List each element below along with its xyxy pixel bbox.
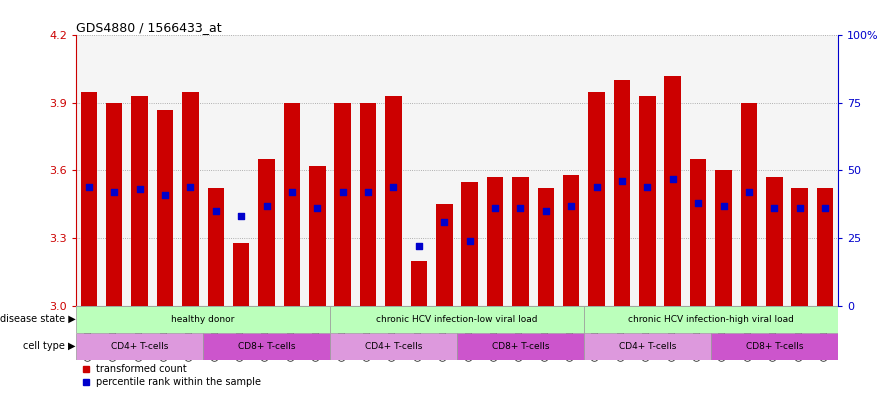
Point <box>133 186 147 193</box>
Bar <box>360 103 376 306</box>
Text: cell type ▶: cell type ▶ <box>22 341 75 351</box>
Text: GDS4880 / 1566433_at: GDS4880 / 1566433_at <box>76 21 222 34</box>
Text: CD8+ T-cells: CD8+ T-cells <box>237 342 296 351</box>
Point <box>234 213 248 220</box>
Point <box>209 208 223 214</box>
Bar <box>106 103 123 306</box>
Bar <box>81 92 97 306</box>
Point <box>691 200 705 206</box>
Legend: transformed count, percentile rank within the sample: transformed count, percentile rank withi… <box>81 364 261 387</box>
Point <box>767 205 781 211</box>
Bar <box>665 76 681 306</box>
Point <box>793 205 807 211</box>
Text: CD8+ T-cells: CD8+ T-cells <box>492 342 549 351</box>
Bar <box>330 306 584 332</box>
Point <box>386 184 401 190</box>
Point <box>108 189 122 195</box>
Point <box>260 202 274 209</box>
Point <box>742 189 756 195</box>
Bar <box>538 189 554 306</box>
Bar <box>203 332 330 360</box>
Point <box>310 205 324 211</box>
Point <box>615 178 629 184</box>
Point <box>564 202 579 209</box>
Text: disease state ▶: disease state ▶ <box>0 314 75 324</box>
Bar <box>258 159 275 306</box>
Bar <box>614 81 630 306</box>
Bar <box>132 96 148 306</box>
Point <box>437 219 452 225</box>
Text: CD4+ T-cells: CD4+ T-cells <box>365 342 422 351</box>
Bar <box>715 171 732 306</box>
Bar <box>410 261 427 306</box>
Text: CD8+ T-cells: CD8+ T-cells <box>745 342 803 351</box>
Bar <box>766 177 782 306</box>
Point <box>462 238 477 244</box>
Bar <box>711 332 838 360</box>
Bar <box>639 96 656 306</box>
Point <box>666 175 680 182</box>
Bar <box>284 103 300 306</box>
Point <box>184 184 198 190</box>
Bar <box>791 189 808 306</box>
Text: CD4+ T-cells: CD4+ T-cells <box>618 342 676 351</box>
Bar <box>208 189 224 306</box>
Bar <box>584 306 838 332</box>
Bar <box>589 92 605 306</box>
Bar <box>817 189 833 306</box>
Point <box>285 189 299 195</box>
Bar <box>385 96 401 306</box>
Text: chronic HCV infection-low viral load: chronic HCV infection-low viral load <box>376 314 538 323</box>
Point <box>488 205 503 211</box>
Bar <box>513 177 529 306</box>
Bar <box>563 175 580 306</box>
Point <box>590 184 604 190</box>
Text: chronic HCV infection-high viral load: chronic HCV infection-high viral load <box>628 314 794 323</box>
Point <box>361 189 375 195</box>
Bar <box>76 306 330 332</box>
Bar <box>330 332 457 360</box>
Bar <box>233 242 249 306</box>
Bar <box>457 332 584 360</box>
Point <box>412 243 426 249</box>
Text: CD4+ T-cells: CD4+ T-cells <box>111 342 168 351</box>
Point <box>538 208 553 214</box>
Bar <box>461 182 478 306</box>
Bar <box>182 92 199 306</box>
Point <box>82 184 96 190</box>
Bar <box>584 332 711 360</box>
Bar <box>157 110 173 306</box>
Bar <box>436 204 452 306</box>
Point <box>513 205 528 211</box>
Point <box>717 202 731 209</box>
Bar <box>741 103 757 306</box>
Bar <box>690 159 706 306</box>
Point <box>641 184 655 190</box>
Point <box>818 205 832 211</box>
Bar <box>309 166 325 306</box>
Bar <box>76 332 203 360</box>
Point <box>335 189 349 195</box>
Bar <box>334 103 351 306</box>
Text: healthy donor: healthy donor <box>171 314 235 323</box>
Point <box>158 192 172 198</box>
Bar <box>487 177 504 306</box>
